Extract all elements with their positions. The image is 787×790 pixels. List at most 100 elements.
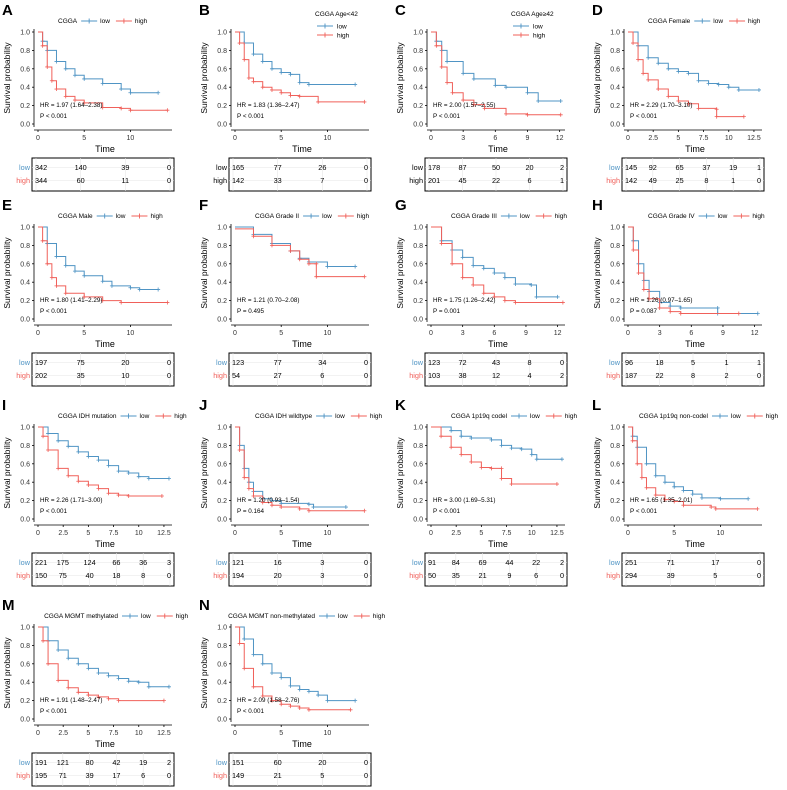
censor-mark-low [696, 78, 701, 83]
risk-count-low: 42 [112, 758, 120, 767]
y-tick-label: 1.0 [20, 225, 30, 232]
survival-curve-low [431, 31, 561, 102]
x-axis-label: Time [95, 739, 115, 749]
x-tick-label: 6 [492, 330, 496, 337]
p-value: P = 0.001 [433, 308, 461, 315]
censor-mark-high [656, 87, 661, 92]
censor-mark-low [449, 428, 454, 433]
censor-mark-low [502, 275, 507, 280]
censor-mark-high [348, 707, 353, 712]
censor-mark-high [306, 707, 311, 712]
x-tick-label: 5 [279, 330, 283, 337]
risk-count-low: 65 [676, 163, 684, 172]
risk-count-low: 77 [274, 358, 282, 367]
x-tick-label: 0 [429, 135, 433, 142]
km-plot: F CGGA Grade II low high 0.0 0.2 0.4 0.6 0.8 1.0 S… [199, 197, 372, 387]
legend-label-low: low [338, 613, 348, 620]
risk-count-high: 8 [704, 176, 708, 185]
km-panel-k: K CGGA 1p19q codel low high 0.0 0.2 0.4 0.6 0.8 1… [393, 395, 590, 590]
censor-mark-low [119, 87, 124, 92]
legend-label-low: low [322, 213, 332, 220]
censor-mark-high [362, 508, 367, 513]
censor-mark-high [46, 448, 51, 452]
censor-mark-low [137, 287, 142, 292]
censor-mark-high [741, 114, 746, 119]
hazard-ratio: HR = 1.97 (1.64–2.38) [40, 102, 102, 109]
y-tick-label: 0.4 [413, 280, 423, 287]
censor-mark-high [459, 452, 464, 457]
x-tick-label: 0 [626, 330, 630, 337]
censor-mark-high [269, 87, 274, 92]
censor-mark-high [554, 482, 559, 487]
hazard-ratio: HR = 2.29 (1.70–3.10) [630, 102, 692, 109]
y-tick-label: 0.6 [217, 661, 227, 668]
risk-row-label-high: high [606, 371, 620, 380]
risk-count-high: 6 [320, 371, 324, 380]
risk-count-high: 25 [676, 176, 684, 185]
p-value: P < 0.001 [630, 113, 658, 120]
x-tick-label: 5 [82, 135, 86, 142]
legend-label-high: high [752, 213, 765, 220]
x-tick-label: 10 [324, 135, 332, 142]
censor-mark-high [116, 698, 121, 703]
y-tick-label: 1.0 [20, 625, 30, 632]
risk-count-high: 1 [731, 176, 735, 185]
x-axis-label: Time [292, 539, 312, 549]
km-panel-b: B CGGA Age<42 low high 0.0 0.2 0.4 0.6 0.8 1.0 Sur… [197, 0, 394, 195]
censor-mark-high [45, 261, 50, 266]
censor-mark-high [165, 108, 170, 113]
y-tick-label: 0.2 [413, 498, 423, 505]
x-axis-label: Time [685, 144, 705, 154]
risk-row-label-low: low [216, 358, 228, 367]
legend-censor-icon [518, 23, 524, 29]
censor-mark-low [56, 648, 61, 652]
risk-count-high: 0 [560, 571, 564, 580]
censor-mark-high [653, 493, 658, 498]
censor-mark-low [513, 282, 518, 287]
legend-title: CGGA Age<42 [315, 11, 358, 18]
risk-row-label-low: low [19, 558, 31, 567]
risk-count-high: 0 [167, 571, 171, 580]
censor-mark-high [482, 106, 487, 111]
risk-table: low 251 71 17 0 high 294 39 5 0 [606, 552, 765, 587]
legend: CGGA Grade II low high [255, 213, 370, 220]
censor-mark-high [525, 112, 530, 117]
censor-mark-high [636, 57, 641, 62]
risk-count-low: 342 [35, 163, 47, 172]
legend: CGGA MGMT non-methylated low high [228, 613, 385, 620]
legend-censor-icon [516, 413, 522, 419]
hazard-ratio: HR = 1.83 (1.36–2.47) [237, 102, 299, 109]
censor-mark-low [156, 287, 161, 292]
y-axis-label: Survival probability [2, 437, 12, 509]
censor-mark-low [471, 263, 476, 268]
x-tick-label: 9 [721, 330, 725, 337]
risk-count-high: 6 [141, 771, 145, 780]
censor-mark-high [288, 704, 293, 709]
censor-mark-low [72, 73, 77, 78]
x-axis-label: Time [685, 539, 705, 549]
y-tick-label: 0.2 [610, 498, 620, 505]
legend-label-low: low [533, 24, 543, 31]
risk-count-high: 27 [274, 371, 282, 380]
x-tick-label: 9 [524, 330, 528, 337]
risk-count-high: 3 [320, 571, 324, 580]
censor-mark-high [696, 106, 701, 111]
x-tick-label: 10 [135, 530, 143, 537]
x-axis-label: Time [95, 144, 115, 154]
censor-mark-high [471, 102, 476, 107]
censor-mark-low [325, 698, 330, 703]
censor-mark-low [445, 59, 450, 64]
legend-title: CGGA [58, 18, 78, 25]
risk-count-low: 175 [57, 558, 69, 567]
censor-mark-high [714, 114, 719, 119]
risk-count-low: 124 [84, 558, 96, 567]
risk-count-high: 5 [713, 571, 717, 580]
x-tick-label: 2.5 [58, 730, 68, 737]
legend-censor-icon [126, 413, 132, 419]
censor-mark-high [499, 476, 504, 481]
legend-censor-icon [699, 18, 705, 24]
hazard-ratio: HR = 2.00 (1.57–2.55) [433, 102, 495, 109]
y-tick-label: 0.6 [610, 461, 620, 468]
censor-mark-low [136, 680, 141, 685]
censor-mark-high [306, 261, 311, 266]
